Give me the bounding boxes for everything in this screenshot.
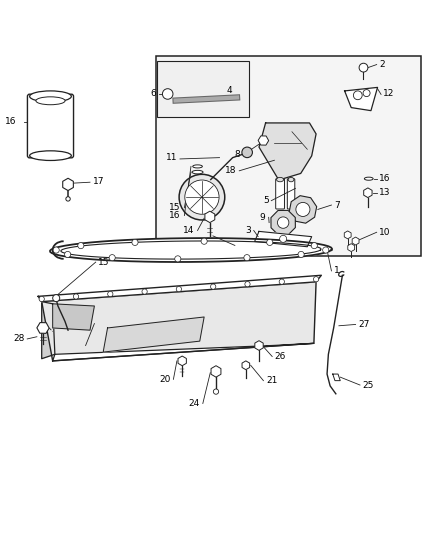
Circle shape [107, 292, 113, 297]
Circle shape [244, 281, 250, 287]
FancyBboxPatch shape [27, 94, 73, 158]
Circle shape [64, 252, 71, 257]
Circle shape [184, 180, 219, 214]
Circle shape [66, 197, 70, 201]
Text: 6: 6 [150, 90, 156, 99]
Circle shape [176, 286, 181, 292]
Circle shape [322, 247, 328, 253]
Circle shape [109, 255, 115, 261]
Text: 7: 7 [334, 200, 339, 209]
Polygon shape [103, 317, 204, 352]
Ellipse shape [29, 91, 71, 102]
FancyBboxPatch shape [155, 56, 420, 255]
Text: 12: 12 [382, 90, 394, 99]
Text: 1: 1 [333, 266, 339, 276]
Circle shape [362, 90, 369, 96]
Text: 15: 15 [98, 257, 109, 266]
Circle shape [39, 296, 44, 302]
Polygon shape [42, 282, 315, 361]
FancyBboxPatch shape [287, 179, 294, 209]
Circle shape [297, 252, 304, 257]
Circle shape [53, 295, 60, 302]
Circle shape [141, 289, 147, 294]
Text: 23: 23 [237, 241, 249, 250]
Circle shape [358, 63, 367, 72]
Circle shape [174, 256, 180, 262]
Ellipse shape [36, 97, 65, 104]
Text: 11: 11 [166, 153, 177, 162]
Polygon shape [61, 241, 321, 259]
Text: 5: 5 [262, 196, 268, 205]
Text: 13: 13 [378, 188, 390, 197]
Circle shape [162, 88, 173, 99]
Circle shape [213, 389, 218, 394]
Text: 25: 25 [362, 381, 373, 390]
Text: 21: 21 [265, 376, 277, 385]
Ellipse shape [192, 165, 202, 168]
Text: 28: 28 [13, 334, 25, 343]
Text: 2: 2 [378, 60, 384, 69]
Circle shape [295, 203, 309, 216]
Circle shape [78, 243, 84, 249]
Ellipse shape [192, 171, 203, 174]
Circle shape [279, 236, 286, 243]
Ellipse shape [29, 151, 71, 160]
Text: 4: 4 [226, 86, 231, 95]
Circle shape [179, 174, 224, 220]
Text: 16: 16 [378, 174, 390, 183]
Text: 20: 20 [159, 375, 170, 384]
Text: 16: 16 [168, 211, 180, 220]
Ellipse shape [287, 177, 293, 182]
Circle shape [201, 238, 207, 244]
Circle shape [53, 247, 59, 253]
Text: 16: 16 [5, 117, 17, 126]
Text: 18: 18 [224, 166, 236, 175]
Polygon shape [42, 302, 55, 359]
Text: 9: 9 [259, 213, 265, 222]
Text: 10: 10 [378, 228, 390, 237]
Text: 15: 15 [168, 203, 180, 212]
Text: 19: 19 [80, 319, 91, 328]
Circle shape [279, 279, 284, 284]
Polygon shape [53, 343, 313, 361]
Ellipse shape [364, 177, 372, 180]
Circle shape [311, 243, 317, 249]
Circle shape [210, 284, 215, 289]
FancyBboxPatch shape [157, 61, 249, 117]
Text: 8: 8 [234, 150, 240, 159]
Polygon shape [344, 87, 377, 111]
Circle shape [353, 91, 361, 100]
Text: 17: 17 [93, 177, 104, 186]
Ellipse shape [276, 177, 283, 182]
Circle shape [73, 294, 78, 299]
Polygon shape [258, 123, 315, 180]
Circle shape [241, 147, 252, 158]
Text: 27: 27 [357, 320, 369, 329]
Text: 26: 26 [274, 352, 286, 361]
Text: 14: 14 [183, 226, 194, 235]
Circle shape [313, 277, 318, 282]
Polygon shape [50, 238, 331, 262]
Circle shape [277, 217, 288, 228]
Polygon shape [38, 275, 321, 302]
Circle shape [244, 255, 250, 261]
Polygon shape [332, 374, 339, 381]
Polygon shape [254, 231, 311, 247]
Text: 3: 3 [245, 225, 251, 235]
Polygon shape [53, 304, 94, 330]
Circle shape [266, 239, 272, 246]
FancyBboxPatch shape [275, 179, 284, 209]
Text: 24: 24 [188, 399, 199, 408]
Circle shape [131, 239, 138, 246]
